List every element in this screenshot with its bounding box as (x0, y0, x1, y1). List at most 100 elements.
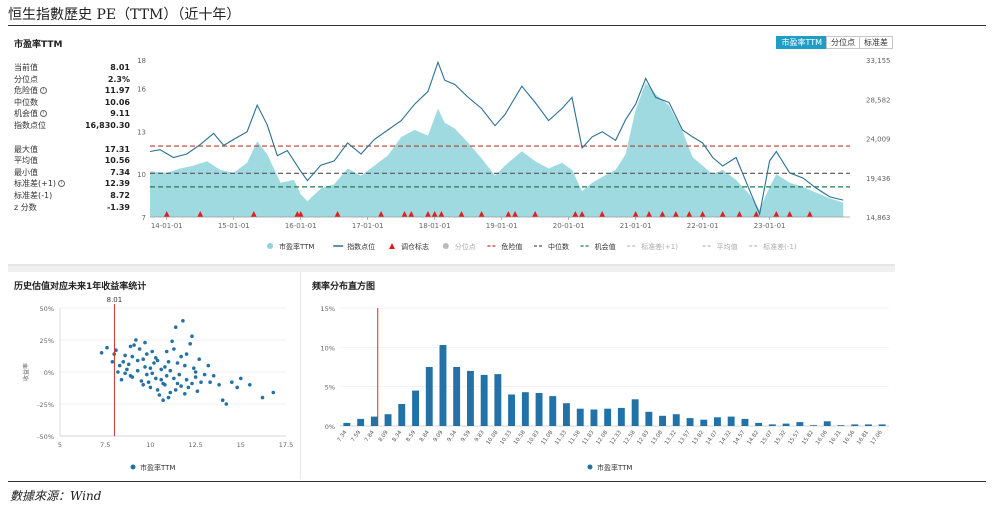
scatter-point (110, 360, 115, 364)
legend-item: 市盈率TTM (267, 242, 314, 251)
x-tick-label: 19-01-01 (486, 222, 518, 230)
histogram-bar (343, 422, 351, 426)
x-tick-label: 13.57 (678, 429, 692, 446)
histogram-bar (878, 424, 886, 426)
scatter-point (173, 388, 178, 392)
x-tick-label: 23-01-01 (754, 222, 786, 230)
x-tick-label: 9.59 (460, 429, 472, 443)
scatter-point (123, 371, 127, 376)
x-tick-label: 8.09 (378, 429, 390, 443)
histogram-bar (823, 421, 831, 426)
stat-label: 标准差(-1) (14, 190, 53, 200)
stat-row: 分位点 2.3% (14, 74, 130, 86)
scatter-point (141, 357, 145, 361)
scatter-point (141, 383, 145, 387)
legend-label: 市盈率TTM (597, 463, 632, 472)
rebalance-marker (431, 211, 438, 217)
x-tick-label: 5 (58, 441, 62, 449)
histogram-bar (700, 419, 708, 426)
scatter-point (134, 338, 138, 342)
tab-std-dev[interactable]: 标准差 (859, 36, 893, 49)
scatter-point (184, 377, 189, 382)
stat-value: 12.39 (104, 179, 130, 189)
stat-label: 中位数 (14, 97, 38, 107)
stat-label: 标准差(+1) i (14, 178, 66, 190)
return-scatter-chart: 50% 25% 0% -25% -50% 5 7.5 10 12.5 15 17.5 收益率 8.01 市… (22, 296, 293, 472)
x-tick-label: 15 (237, 441, 245, 449)
scatter-point (179, 384, 183, 388)
x-tick-label: 9.83 (474, 429, 486, 443)
rebalance-marker (646, 211, 653, 217)
scatter-point (125, 367, 129, 372)
legend-item: 中位数 (534, 242, 569, 251)
scatter-point (116, 370, 120, 374)
x-tick-label: 10.58 (513, 429, 527, 446)
histogram-bar (384, 414, 392, 426)
histogram-bar (782, 423, 790, 426)
y-tick-label: 25% (40, 337, 54, 345)
stat-row: 中位数 10.06 (14, 97, 130, 109)
x-tick-label: 9.09 (433, 429, 445, 443)
rebalance-marker (378, 211, 385, 217)
stat-value: 11.97 (104, 86, 130, 96)
histogram-panel: 频率分布直方图 15% 10% 5% 0% 7.34 7.59 7.84 8.09 8.34 8.… (306, 272, 895, 479)
x-tick-label: 8.59 (405, 429, 417, 443)
scatter-point (164, 374, 169, 378)
stat-value: 16,830.30 (84, 120, 130, 130)
x-tick-label: 13.82 (691, 430, 705, 446)
histogram-bar (865, 424, 872, 426)
info-icon[interactable]: i (40, 110, 47, 118)
legend-label: 机会值 (595, 242, 616, 251)
scatter-point (146, 380, 151, 384)
y-tick-label: 50% (40, 305, 54, 313)
scatter-point (199, 380, 203, 384)
histogram-bar (714, 417, 721, 426)
x-tick-label: 16.06 (815, 429, 829, 446)
stat-label: 最小值 (14, 167, 38, 177)
page-title: 恒生指數歷史 PE（TTM）（近十年） (8, 7, 241, 23)
stat-label: 机会值 i (14, 108, 47, 120)
info-icon[interactable]: i (40, 87, 47, 95)
x-tick-label: 14-01-01 (151, 222, 183, 230)
scatter-point (183, 392, 187, 396)
histogram-bar (494, 374, 502, 426)
legend-item: 分位点 (442, 242, 476, 251)
stat-label: 平均值 (14, 156, 38, 166)
scatter-point (126, 362, 131, 367)
stat-row: 平均值 10.56 (14, 155, 130, 167)
scatter-point (163, 365, 167, 369)
tab-percentile[interactable]: 分位点 (826, 36, 860, 49)
scatter-point (190, 381, 194, 386)
scatter-point (260, 395, 265, 400)
x-tick-label: 11.83 (582, 429, 596, 446)
stat-row: 标准差(+1) i 12.39 (14, 178, 130, 190)
legend-label: 平均值 (717, 242, 738, 251)
stat-label: 分位点 (14, 74, 38, 84)
scatter-point (145, 352, 149, 356)
info-icon[interactable]: i (58, 180, 66, 188)
legend-item: 机会值 (580, 242, 616, 251)
histogram-bar (535, 393, 543, 426)
scatter-point (271, 390, 276, 395)
rebalance-marker (599, 211, 606, 217)
scatter-point (184, 352, 189, 356)
scatter-point (139, 379, 144, 383)
rebalance-marker (579, 211, 586, 217)
scatter-point (105, 345, 109, 350)
stat-row: 危险值 i 11.97 (14, 85, 130, 97)
histogram-bar (810, 425, 817, 426)
scatter-point (157, 393, 162, 397)
histogram-bar (521, 392, 529, 426)
x-tick-label: 11.33 (554, 429, 568, 446)
x-tick-label: 17.5 (279, 441, 293, 449)
x-tick-label: 7.84 (364, 429, 376, 443)
x-tick-label: 7.34 (337, 429, 349, 443)
current-value-label: 8.01 (107, 296, 123, 304)
histogram-bar (453, 367, 461, 426)
x-tick-label: 20-01-01 (553, 222, 585, 230)
x-tick-label: 17.06 (870, 429, 884, 446)
scatter-point (181, 319, 185, 323)
rebalance-marker (572, 211, 579, 217)
x-tick-label: 14.82 (746, 430, 760, 446)
scatter-point (230, 380, 234, 384)
